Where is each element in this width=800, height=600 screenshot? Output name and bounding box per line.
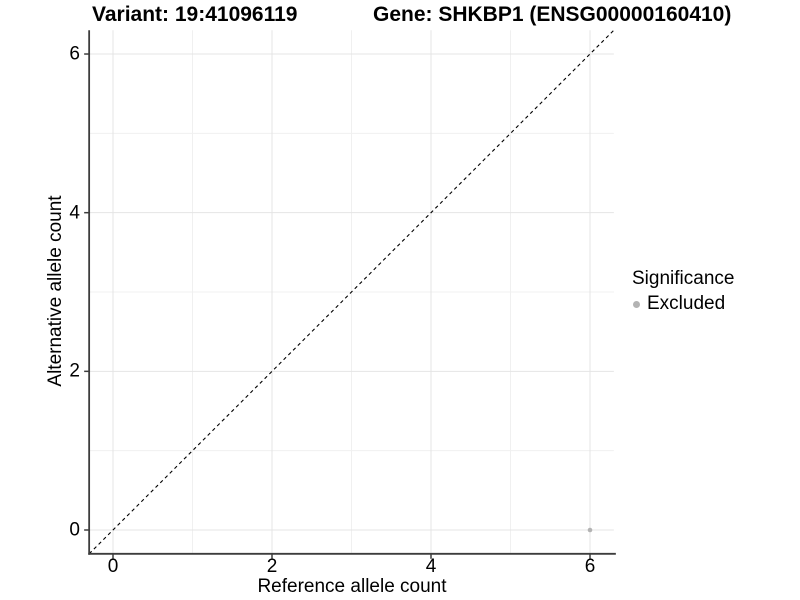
x-tick-label-2: 2 xyxy=(266,556,278,577)
plot-title-variant: Variant: 19:41096119 xyxy=(92,3,298,26)
data-point xyxy=(587,527,593,533)
y-tick-label-4: 4 xyxy=(69,202,80,224)
legend: Significance Excluded xyxy=(630,268,734,315)
legend-key-dot-icon xyxy=(633,300,640,308)
x-tick-label-0: 0 xyxy=(107,556,119,577)
identity-dashed-line xyxy=(88,29,615,555)
x-tick-label-6: 6 xyxy=(584,556,596,577)
y-axis-title: Alternative allele count xyxy=(45,195,66,387)
legend-item-label: Excluded xyxy=(647,293,726,314)
y-tick-label-6: 6 xyxy=(69,43,80,65)
legend-item-excluded: Excluded xyxy=(630,293,734,315)
plot-title-gene: Gene: SHKBP1 (ENSG00000160410) xyxy=(373,3,732,26)
legend-title: Significance xyxy=(632,268,735,289)
y-tick-label-0: 0 xyxy=(69,519,80,541)
x-axis-title: Reference allele count xyxy=(257,576,447,597)
x-tick-label-4: 4 xyxy=(425,556,437,577)
y-tick-label-2: 2 xyxy=(69,360,80,382)
